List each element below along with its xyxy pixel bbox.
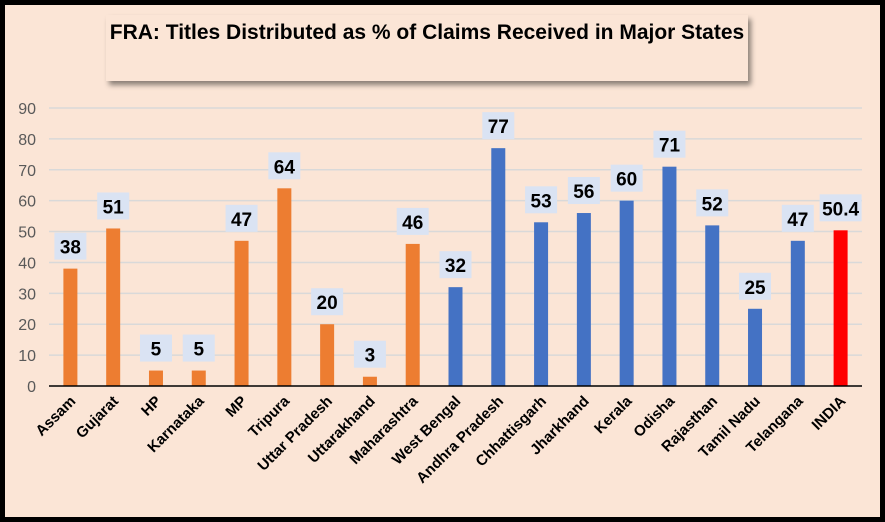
y-tick-label: 60 <box>18 194 36 211</box>
bar-gujarat <box>106 228 121 386</box>
data-label: 5 <box>193 340 204 361</box>
y-tick-label: 0 <box>27 379 36 396</box>
bar-maharashtra <box>405 243 420 386</box>
bar-hp <box>148 370 163 386</box>
data-label-box <box>696 189 729 217</box>
data-label: 20 <box>317 293 338 314</box>
y-tick-label: 30 <box>18 286 36 303</box>
data-label-box <box>525 186 558 214</box>
data-label: 56 <box>573 182 594 203</box>
data-label-box <box>739 272 772 300</box>
data-label-box <box>610 164 643 192</box>
data-label-box <box>482 112 515 140</box>
data-label: 77 <box>488 117 509 138</box>
y-tick-label: 90 <box>18 101 36 118</box>
bar-uttarakhand <box>362 376 377 386</box>
bar-uttar-pradesh <box>320 324 335 386</box>
data-label: 64 <box>274 157 296 178</box>
data-label-box <box>396 207 429 235</box>
data-label: 47 <box>787 210 808 231</box>
data-label-box <box>353 340 386 368</box>
data-label: 60 <box>616 170 637 191</box>
data-label: 71 <box>659 136 681 157</box>
data-label: 25 <box>744 278 766 299</box>
y-tick-label: 80 <box>18 132 36 149</box>
data-label-box <box>567 177 600 205</box>
bar-karnataka <box>191 370 206 386</box>
x-tick-label: Kerala <box>591 392 636 437</box>
bar-andhra-pradesh <box>491 148 506 386</box>
x-tick-label: Assam <box>32 393 79 440</box>
data-label-box <box>97 192 130 220</box>
data-label: 38 <box>60 238 81 259</box>
data-label: 52 <box>702 194 723 215</box>
data-label-box <box>311 288 344 316</box>
bar-kerala <box>619 200 634 386</box>
data-label: 50.4 <box>822 199 859 220</box>
x-tick-label: INDIA <box>809 393 850 434</box>
data-label-box <box>225 204 258 232</box>
bar-mp <box>234 240 249 386</box>
x-tick-label: MP <box>222 393 250 421</box>
data-label-box <box>139 334 172 362</box>
bar-odisha <box>662 166 677 386</box>
bar-tamil-nadu <box>748 308 763 386</box>
data-label-box <box>653 130 686 158</box>
y-tick-label: 10 <box>18 348 36 365</box>
data-label-box <box>182 334 215 362</box>
bar-rajasthan <box>705 225 720 386</box>
y-tick-label: 40 <box>18 255 36 272</box>
y-tick-label: 70 <box>18 163 36 180</box>
bar-tripura <box>277 188 292 386</box>
data-label: 32 <box>445 256 466 277</box>
data-label: 51 <box>103 197 125 218</box>
data-label: 46 <box>402 213 423 234</box>
y-tick-label: 50 <box>18 225 36 242</box>
y-tick-label: 20 <box>18 317 36 334</box>
data-label: 3 <box>365 346 376 367</box>
x-tick-label: Uttar Pradesh <box>254 393 336 475</box>
data-label-box <box>819 194 862 222</box>
bar-telangana <box>790 240 805 386</box>
bar-jharkhand <box>576 213 591 386</box>
x-tick-label: Gujarat <box>73 393 122 442</box>
data-label: 53 <box>531 191 552 212</box>
x-tick-label: HP <box>138 393 165 420</box>
chart-title: FRA: Titles Distributed as % of Claims R… <box>106 15 748 81</box>
data-label: 47 <box>231 210 252 231</box>
data-label: 5 <box>151 340 162 361</box>
data-label-box <box>268 152 301 180</box>
bar-assam <box>63 268 78 386</box>
bar-west-bengal <box>448 287 463 386</box>
data-label-box <box>54 232 87 260</box>
bar-india <box>833 230 848 386</box>
bar-chhattisgarh <box>534 222 549 386</box>
data-label-box <box>781 204 814 232</box>
data-label-box <box>439 251 472 279</box>
